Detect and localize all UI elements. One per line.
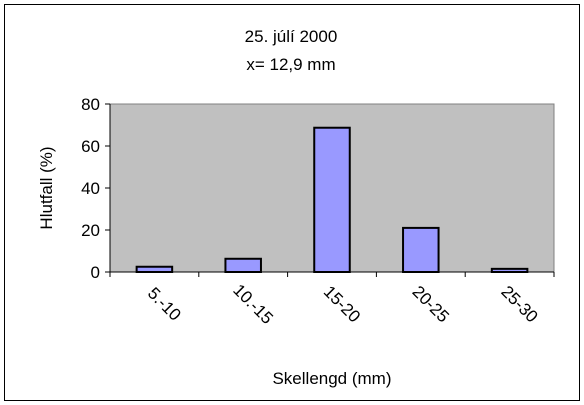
y-tick-label: 80	[81, 95, 100, 114]
bar-15-20	[313, 126, 351, 274]
y-tick-label: 60	[81, 137, 100, 156]
x-axis-title: Skellengd (mm)	[272, 369, 391, 388]
chart-title-line-1: 25. júlí 2000	[245, 27, 338, 46]
bars	[135, 126, 529, 274]
bar-20-25	[402, 226, 440, 273]
y-tick-label: 0	[91, 263, 100, 282]
bar-5.-10	[135, 265, 174, 273]
y-tick-label: 20	[81, 221, 100, 240]
y-tick-label: 40	[81, 179, 100, 198]
y-axis-title: Hlutfall (%)	[37, 146, 56, 229]
chart-title-line-2: x= 12,9 mm	[246, 55, 335, 74]
bar-10.-15	[224, 257, 262, 273]
y-axis-ticks: 0 20 40 60 80	[81, 95, 110, 282]
